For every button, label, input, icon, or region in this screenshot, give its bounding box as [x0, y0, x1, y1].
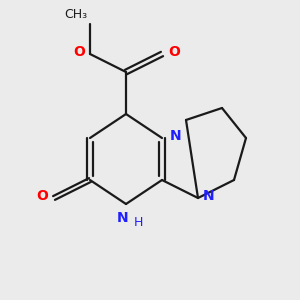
Text: N: N — [202, 190, 214, 203]
Text: CH₃: CH₃ — [64, 8, 87, 21]
Text: N: N — [117, 212, 129, 226]
Text: H: H — [134, 216, 143, 229]
Text: O: O — [168, 46, 180, 59]
Text: N: N — [169, 130, 181, 143]
Text: O: O — [74, 46, 86, 59]
Text: O: O — [36, 190, 48, 203]
